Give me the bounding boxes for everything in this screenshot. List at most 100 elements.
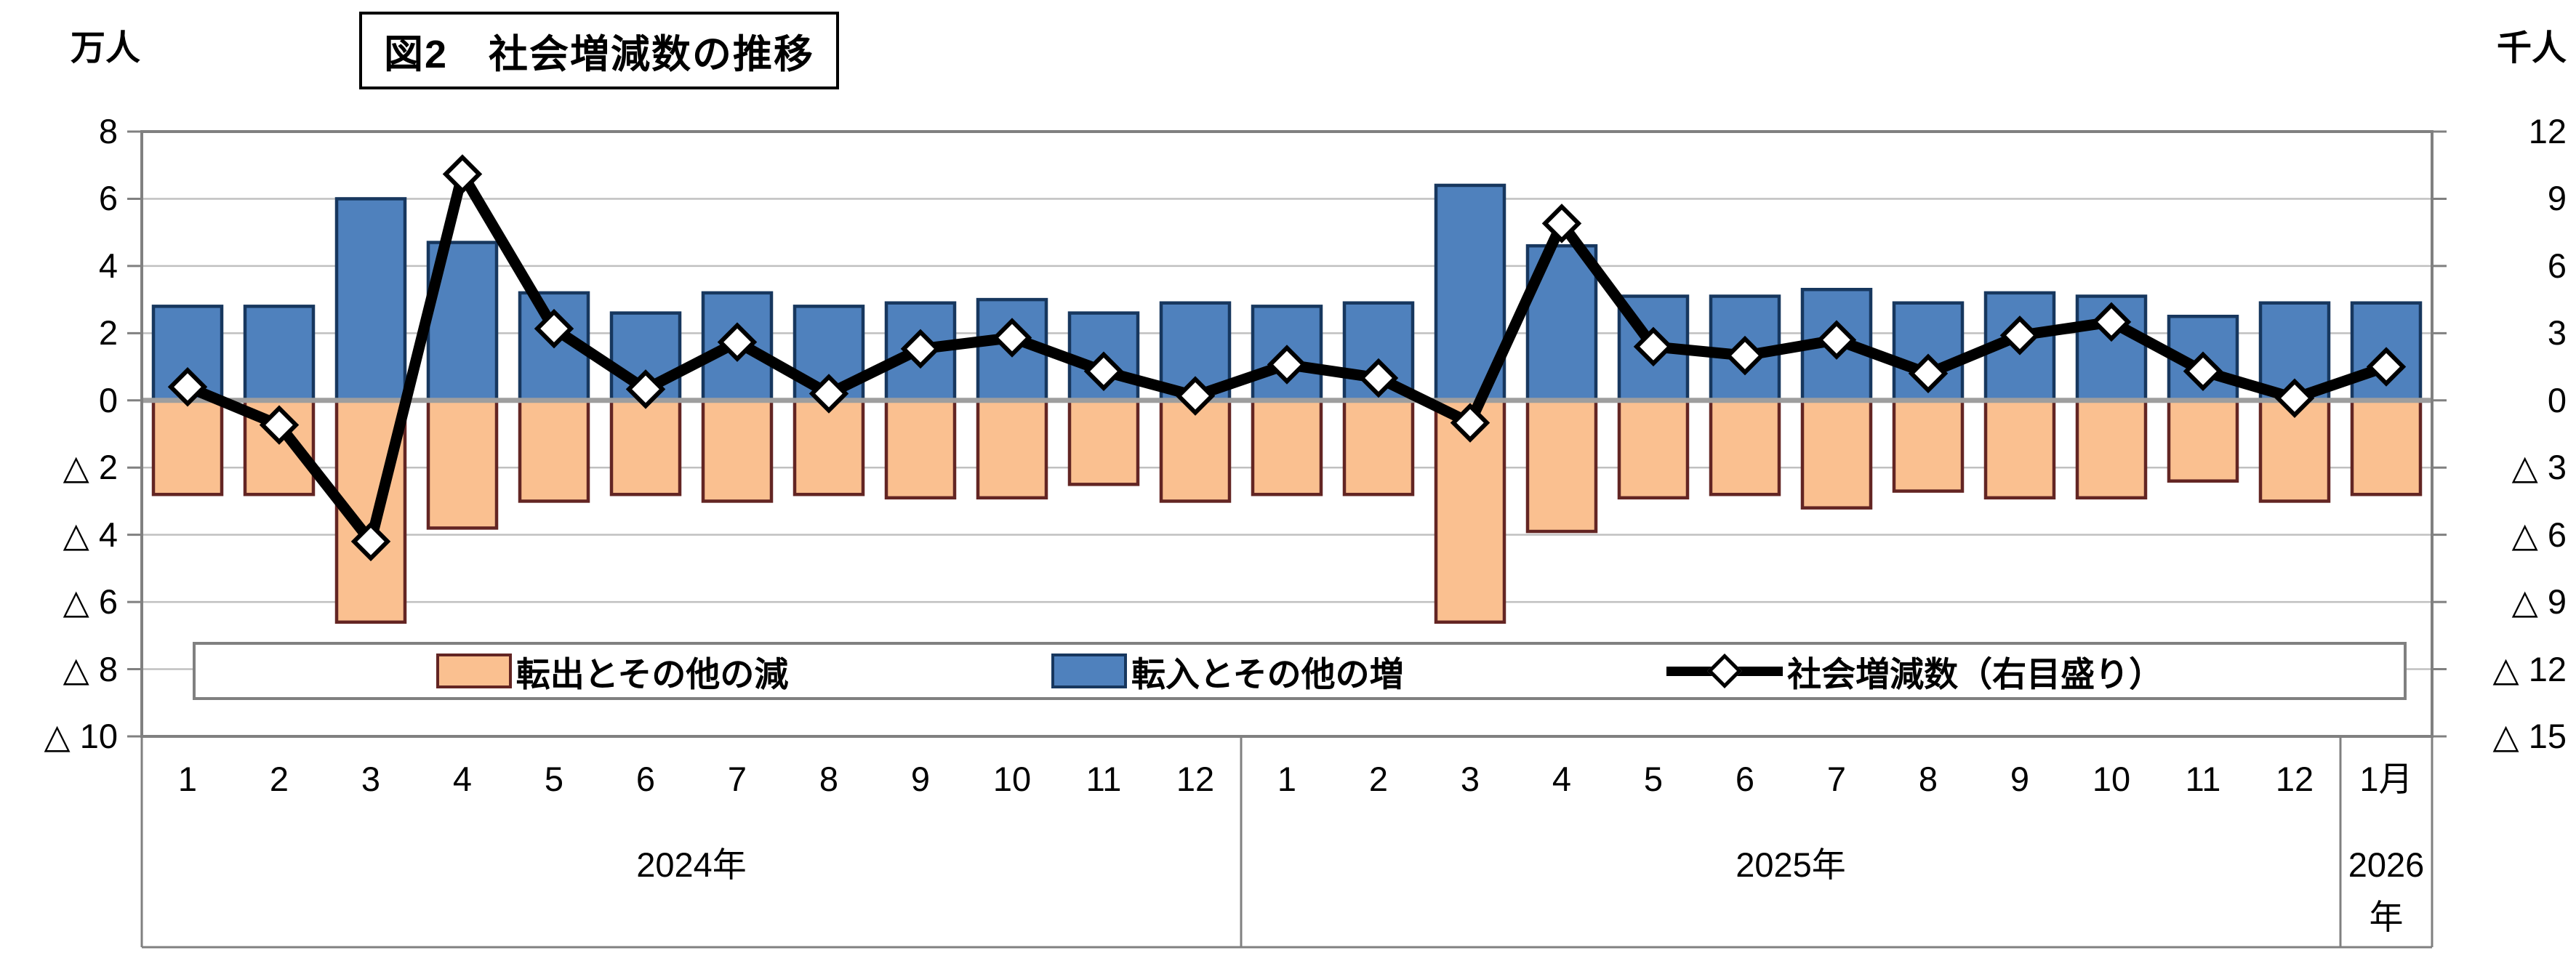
right-axis-tick-label: △ 9 <box>2511 582 2567 622</box>
bar-transfers-out <box>1892 398 1965 493</box>
line-marker-diamond <box>1175 376 1216 416</box>
x-tick-month: 8 <box>819 760 839 798</box>
x-axis-year-label: 2025年 <box>1736 845 1846 884</box>
left-axis-tick-label: △ 4 <box>63 515 118 554</box>
legend-label-net-change: 社会増減数（右目盛り） <box>1787 654 2164 693</box>
plot-border <box>140 130 2433 738</box>
bar-transfers-out <box>1709 398 1781 496</box>
bar-transfers-out <box>426 398 499 530</box>
line-marker-diamond <box>350 521 391 562</box>
line-marker-diamond <box>259 405 300 445</box>
x-tick-month: 6 <box>1735 760 1755 798</box>
legend-swatch-line-diamond-icon <box>1666 653 1783 689</box>
right-axis-tick-label: 0 <box>2547 380 2567 419</box>
line-marker-diamond <box>442 154 483 194</box>
legend-label-transfers-out: 転出とその他の減 <box>515 654 789 693</box>
line-marker-diamond <box>808 374 849 414</box>
chart-title: 図2 社会増減数の推移 <box>384 33 815 76</box>
right-axis-tick-label: 3 <box>2547 313 2567 353</box>
bar-transfers-out <box>2167 398 2239 483</box>
line-marker-diamond <box>625 369 666 409</box>
x-tick-month: 1 <box>177 760 198 798</box>
left-axis-tick-label: 2 <box>98 313 118 353</box>
line-marker-diamond <box>1267 345 1307 385</box>
bar-transfers-out <box>793 398 865 496</box>
x-tick-month: 6 <box>635 760 656 798</box>
left-axis-tick-label: △ 10 <box>44 717 118 755</box>
line-marker-diamond <box>1725 335 1765 376</box>
x-tick-month: 7 <box>727 760 747 798</box>
bar-transfers-out <box>1617 398 1690 500</box>
left-axis-tick-label: 8 <box>98 112 118 150</box>
x-tick-month: 11 <box>1086 760 1122 798</box>
legend-item-net-change: 社会増減数（右目盛り） <box>1666 646 2163 696</box>
bar-transfers-out <box>701 398 774 503</box>
bar-transfers-out <box>976 398 1048 500</box>
bar-transfers-in <box>243 305 316 403</box>
legend-item-transfers-out: 転出とその他の減 <box>436 646 789 696</box>
bar-transfers-out <box>518 398 590 503</box>
line-marker-diamond <box>167 367 208 407</box>
bar-transfers-out <box>1525 398 1598 534</box>
legend-item-transfers-in: 転入とその他の増 <box>1051 646 1404 696</box>
left-axis-tick-label: 0 <box>98 380 118 419</box>
right-axis-tick-label: △ 12 <box>2492 649 2567 688</box>
line-marker-diamond <box>534 308 574 349</box>
bar-transfers-out <box>1800 398 1873 510</box>
x-tick-month: 4 <box>452 760 473 798</box>
x-tick-month: 5 <box>1643 760 1664 798</box>
left-axis-tick-label: △ 6 <box>63 582 118 622</box>
bar-transfers-out <box>151 398 224 496</box>
x-axis-year-label: 2026 <box>2348 845 2425 884</box>
line-marker-diamond <box>1083 351 1124 391</box>
line-marker-diamond <box>2183 351 2223 391</box>
x-tick-month: 10 <box>2092 760 2131 798</box>
line-marker-diamond <box>1908 353 1949 394</box>
line-marker-diamond <box>1633 326 1674 367</box>
x-tick-month: 1月 <box>2359 760 2413 798</box>
bar-transfers-out <box>2350 398 2423 496</box>
x-tick-month: 3 <box>361 760 381 798</box>
legend-swatch-transfers-out-icon <box>436 654 512 688</box>
x-tick-month: 10 <box>992 760 1032 798</box>
line-marker-diamond <box>717 322 758 362</box>
line-marker-diamond <box>900 329 941 369</box>
x-tick-month: 9 <box>2010 760 2030 798</box>
bar-transfers-out <box>1342 398 1415 496</box>
x-tick-month: 11 <box>2185 760 2221 798</box>
line-marker-diamond <box>1816 320 1857 360</box>
legend-label-transfers-in: 転入とその他の増 <box>1131 654 1404 693</box>
left-axis-tick-label: △ 8 <box>63 649 118 688</box>
x-tick-month: 3 <box>1460 760 1480 798</box>
bar-transfers-out <box>1251 398 1323 496</box>
bar-transfers-in <box>334 197 407 403</box>
right-axis-tick-label: 12 <box>2528 112 2567 150</box>
line-marker-diamond <box>2274 378 2315 418</box>
right-axis-tick-label: △ 3 <box>2511 448 2567 487</box>
x-tick-month: 12 <box>1176 760 1215 798</box>
left-axis-unit-label: 万人 <box>70 29 140 68</box>
legend-swatch-transfers-in-icon <box>1051 654 1127 688</box>
bar-transfers-out <box>1983 398 2056 500</box>
bar-transfers-out <box>1067 398 1140 486</box>
legend: 転出とその他の減 転入とその他の増 社会増減数（右目盛り） <box>193 642 2407 700</box>
line-marker-diamond <box>1450 403 1490 443</box>
right-axis-tick-label: 9 <box>2547 179 2567 218</box>
x-tick-month: 9 <box>910 760 931 798</box>
right-axis-tick-label: △ 6 <box>2511 515 2567 554</box>
right-axis-unit-label: 千人 <box>2496 29 2567 68</box>
chart-title-box: 図2 社会増減数の推移 <box>359 12 840 89</box>
line-marker-diamond <box>1541 204 1582 244</box>
left-axis-tick-label: 6 <box>98 179 118 218</box>
x-tick-month: 1 <box>1277 760 1297 798</box>
bar-transfers-out <box>884 398 957 500</box>
x-tick-month: 2 <box>1368 760 1389 798</box>
left-axis-tick-label: 4 <box>98 246 118 285</box>
x-tick-month: 4 <box>1552 760 1572 798</box>
x-tick-month: 2 <box>269 760 289 798</box>
x-tick-month: 8 <box>1918 760 1938 798</box>
line-marker-diamond <box>2091 302 2132 342</box>
line-marker-diamond <box>1358 358 1399 398</box>
